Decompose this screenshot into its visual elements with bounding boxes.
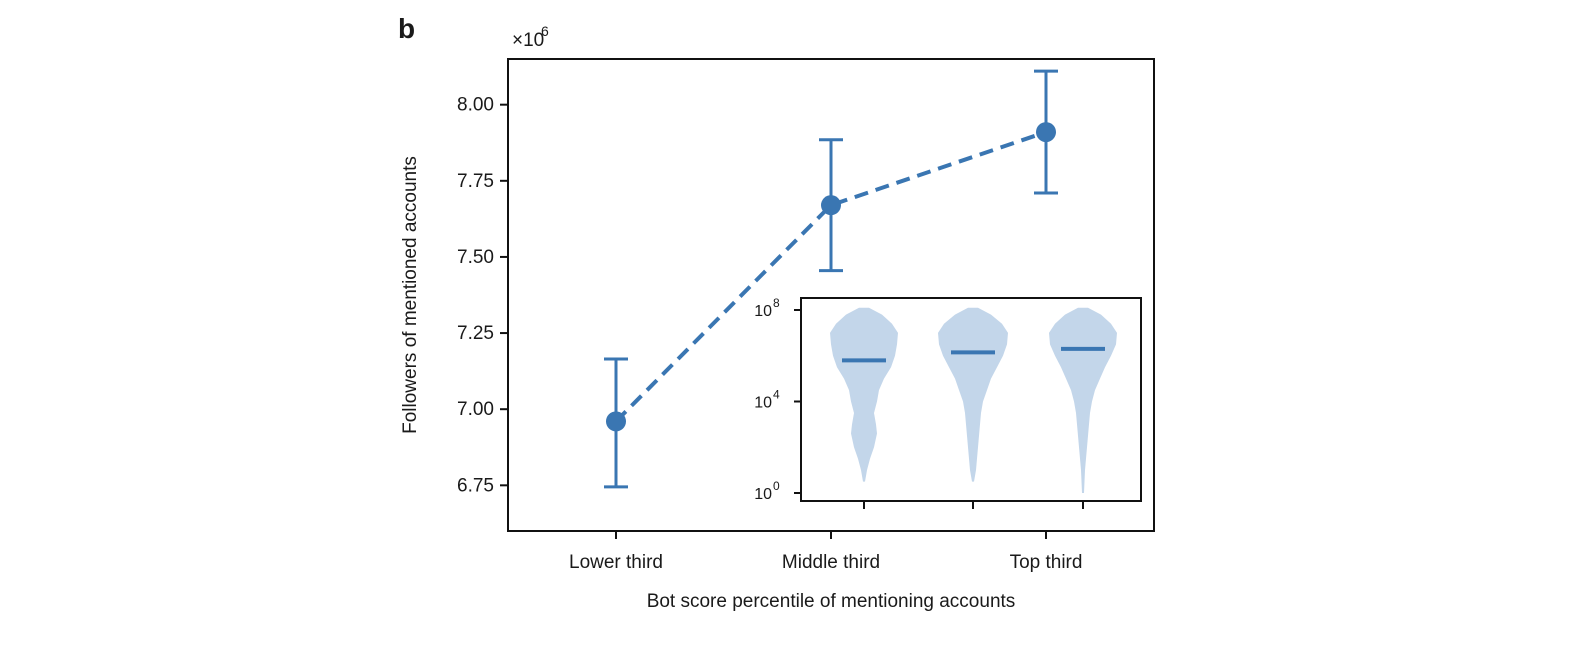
y-tick-label: 7.75 — [457, 171, 494, 192]
y-multiplier-label: ×10 — [512, 30, 544, 51]
inset-y-tick-base: 10 — [754, 395, 772, 412]
y-axis-label: Followers of mentioned accounts — [400, 156, 421, 434]
x-tick-label: Lower third — [569, 552, 663, 573]
y-tick-label: 7.50 — [457, 247, 494, 268]
series-line — [614, 130, 1047, 423]
y-tick-label: 6.75 — [457, 475, 494, 496]
x-tick-label: Top third — [1010, 552, 1083, 573]
y-multiplier-exponent: 6 — [541, 23, 549, 39]
y-tick-label: 8.00 — [457, 95, 494, 116]
panel-label: b — [398, 13, 415, 44]
y-multiplier: ×10 6 — [512, 23, 549, 51]
main-plot-area: 6.75 7.00 7.25 7.50 7.75 8.00 Lower third Middl… — [457, 58, 1155, 573]
x-tick-label: Middle third — [782, 552, 880, 573]
inset-y-tick-exponent: 8 — [773, 296, 780, 310]
y-tick-label: 7.25 — [457, 323, 494, 344]
violin — [830, 307, 898, 482]
y-tick-label: 7.00 — [457, 399, 494, 420]
data-point — [1036, 122, 1056, 143]
violin — [1049, 307, 1117, 493]
x-axis-label: Bot score percentile of mentioning accou… — [647, 591, 1016, 612]
inset-y-tick-exponent: 4 — [773, 388, 780, 402]
data-point — [821, 195, 841, 216]
inset-y-tick-base: 10 — [754, 303, 772, 320]
inset-y-tick-exponent: 0 — [773, 479, 780, 493]
inset-y-tick-base: 10 — [754, 486, 772, 503]
data-point — [606, 411, 626, 432]
